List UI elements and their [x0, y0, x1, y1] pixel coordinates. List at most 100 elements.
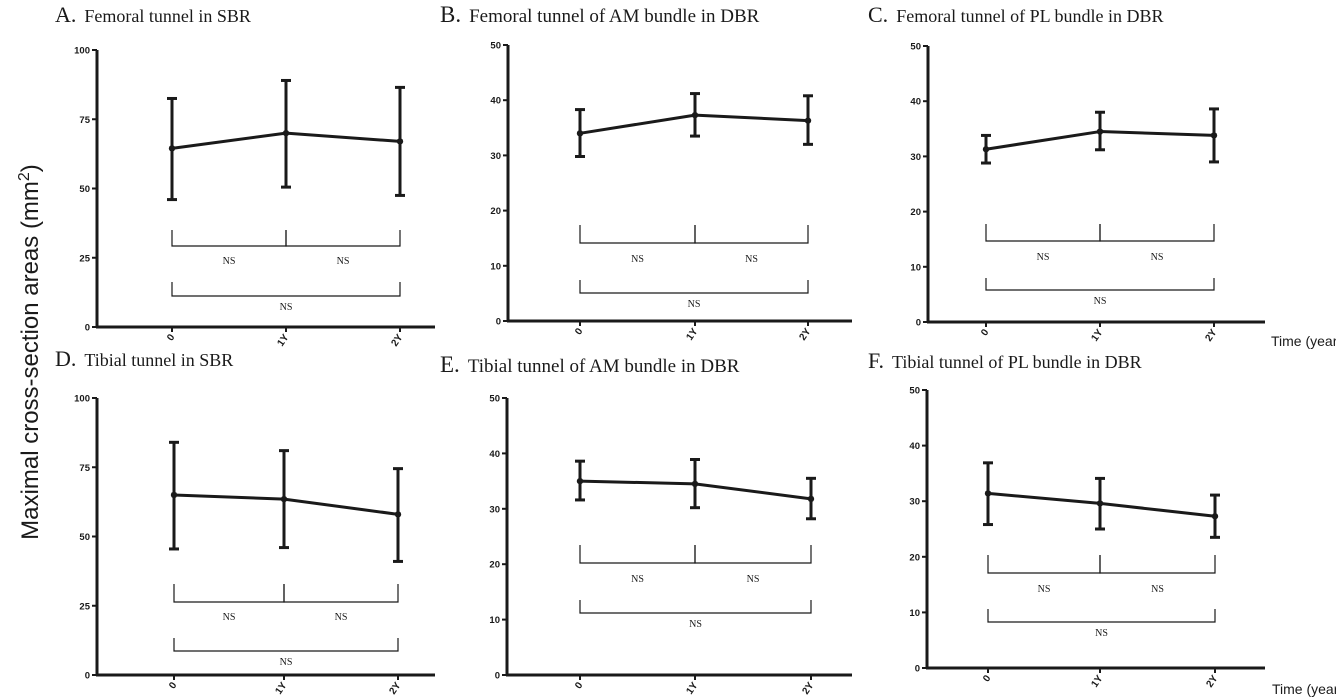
data-point	[1210, 132, 1218, 139]
x-tick-label: 0	[167, 680, 179, 691]
y-axis-label: Maximal cross-section areas (mm2)	[16, 164, 44, 540]
x-tick-label: 2Y	[387, 680, 403, 697]
chart-title: C. Femoral tunnel of PL bundle in DBR	[868, 2, 1164, 27]
chart-panel-c: C. Femoral tunnel of PL bundle in DBR 0 10 2…	[868, 2, 1265, 344]
comparison-label: NS	[688, 299, 701, 310]
y-tick-label: 30	[910, 152, 921, 163]
comparison-label: NS	[1037, 252, 1050, 263]
comparison-bracket-wide	[985, 278, 1215, 291]
x-tick-label: 2Y	[797, 326, 813, 343]
chart-title-letter: C.	[868, 2, 888, 27]
chart-title-letter: D.	[55, 346, 76, 371]
y-tick-label: 40	[489, 449, 500, 460]
chart-title: F. Tibial tunnel of PL bundle in DBR	[868, 348, 1142, 373]
y-tick-label: 0	[916, 318, 921, 329]
chart-panel-f: F. Tibial tunnel of PL bundle in DBR 0 10 20…	[868, 348, 1265, 690]
chart-title: B. Femoral tunnel of AM bundle in DBR	[440, 2, 760, 27]
y-tick-label: 75	[79, 115, 90, 126]
comparison-bracket-wide	[579, 600, 812, 614]
chart-title-text: Femoral tunnel of AM bundle in DBR	[469, 6, 760, 27]
x-tick-label: 1Y	[684, 680, 700, 697]
data-point	[576, 130, 584, 137]
chart-title-text: Femoral tunnel of PL bundle in DBR	[896, 6, 1163, 26]
chart-panel-e: E. Tibial tunnel of AM bundle in DBR 0 10 20…	[440, 352, 852, 697]
comparison-bracket	[173, 584, 285, 603]
chart-title-letter: A.	[55, 2, 76, 27]
y-tick-label: 25	[79, 253, 90, 264]
y-tick-label: 10	[909, 608, 920, 619]
x-tick-label: 0	[165, 332, 177, 343]
y-tick-label: 30	[490, 151, 501, 162]
comparison-bracket-wide	[173, 638, 399, 652]
comparison-bracket	[579, 545, 696, 564]
chart-title-text: Tibial tunnel of PL bundle in DBR	[892, 352, 1142, 372]
comparison-bracket	[985, 224, 1101, 242]
data-point	[691, 480, 699, 488]
comparison-label: NS	[631, 574, 644, 585]
x-tick-label: 1Y	[1089, 327, 1105, 344]
x-axis-time-label-top: Time (year)	[1271, 333, 1336, 349]
y-axis-label-main: Maximal cross-section areas (mm	[17, 181, 44, 540]
y-tick-label: 10	[910, 262, 921, 273]
x-axis-time-label-bottom: Time (year)	[1272, 681, 1336, 697]
x-tick-label: 2Y	[800, 680, 816, 697]
comparison-bracket	[579, 225, 696, 244]
data-point	[984, 490, 992, 497]
comparison-bracket-wide	[579, 280, 809, 294]
y-tick-label: 40	[490, 96, 501, 107]
comparison-label: NS	[1151, 584, 1164, 595]
chart-panel-b: B. Femoral tunnel of AM bundle in DBR 0 10 2…	[440, 2, 852, 343]
y-tick-label: 20	[489, 560, 500, 571]
y-tick-label: 40	[909, 441, 920, 452]
y-tick-label: 10	[490, 261, 501, 272]
data-point	[804, 117, 812, 124]
y-tick-label: 0	[495, 671, 500, 682]
chart-title-text: Tibial tunnel of AM bundle in DBR	[468, 356, 740, 377]
y-tick-label: 20	[910, 207, 921, 218]
chart-panel-d: D. Tibial tunnel in SBR 0 25 50 75 100 0 1Y 2Y NS N…	[55, 346, 435, 697]
y-tick-label: 40	[910, 97, 921, 108]
comparison-label: NS	[1151, 252, 1164, 263]
comparison-label: NS	[223, 256, 236, 267]
comparison-label: NS	[747, 574, 760, 585]
x-tick-label: 1Y	[684, 326, 700, 343]
data-point	[170, 491, 178, 499]
chart-title: A. Femoral tunnel in SBR	[55, 2, 251, 27]
data-point	[1096, 128, 1104, 135]
chart-title-letter: B.	[440, 2, 461, 27]
x-tick-label: 0	[573, 326, 585, 337]
comparison-label: NS	[337, 256, 350, 267]
comparison-bracket	[171, 230, 287, 247]
comparison-label: NS	[745, 254, 758, 265]
y-tick-label: 0	[85, 671, 90, 682]
comparison-label: NS	[1038, 584, 1051, 595]
data-point	[691, 111, 699, 119]
data-point	[807, 495, 815, 503]
chart-title-letter: F.	[868, 348, 884, 373]
x-tick-label: 0	[573, 680, 585, 691]
y-tick-label: 10	[489, 615, 500, 626]
comparison-bracket	[1099, 555, 1216, 574]
y-tick-label: 75	[79, 463, 90, 474]
x-tick-label: 0	[981, 673, 993, 684]
data-point	[280, 495, 288, 503]
comparison-label: NS	[689, 619, 702, 630]
y-tick-label: 20	[490, 206, 501, 217]
y-tick-label: 50	[79, 184, 90, 195]
comparison-bracket	[283, 584, 399, 603]
chart-title-letter: E.	[440, 352, 460, 377]
y-tick-label: 50	[489, 394, 500, 405]
data-point	[1211, 513, 1219, 520]
chart-title-text: Tibial tunnel in SBR	[84, 350, 233, 370]
y-tick-label: 0	[915, 664, 920, 675]
y-tick-label: 100	[74, 394, 90, 405]
y-tick-label: 0	[85, 323, 90, 334]
comparison-bracket	[987, 555, 1101, 574]
x-tick-label: 2Y	[389, 332, 405, 349]
y-tick-label: 50	[490, 41, 501, 52]
x-tick-label: 1Y	[273, 680, 289, 697]
comparison-bracket	[694, 545, 812, 564]
